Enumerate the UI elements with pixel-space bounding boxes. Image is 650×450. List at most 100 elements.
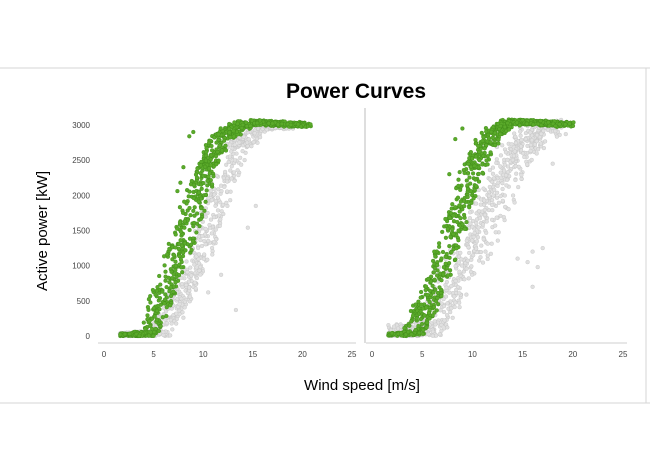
left-green-point — [194, 175, 200, 180]
left-y-tick-label: 500 — [77, 297, 91, 306]
right-grey-point — [518, 144, 524, 149]
right-grey-point — [468, 210, 473, 215]
right-x-tick-label: 0 — [370, 350, 375, 359]
right-green-point — [493, 143, 498, 148]
left-grey-point — [245, 225, 250, 230]
left-green-point — [152, 314, 157, 319]
right-green-point — [441, 265, 446, 270]
left-grey-point — [222, 184, 227, 189]
left-green-point — [162, 254, 167, 259]
right-green-point — [471, 196, 476, 201]
left-green-point — [244, 124, 249, 129]
right-grey-point — [445, 325, 450, 330]
right-grey-point — [484, 219, 489, 224]
left-green-point — [180, 270, 185, 275]
left-grey-point — [252, 131, 257, 136]
right-grey-point — [510, 193, 516, 198]
right-grey-point — [464, 292, 469, 297]
right-grey-point — [478, 250, 484, 255]
right-grey-point — [539, 131, 544, 136]
left-grey-point — [174, 321, 179, 326]
right-grey-point — [486, 193, 492, 198]
right-green-point — [465, 183, 470, 188]
left-green-point — [187, 134, 192, 139]
left-green-point — [227, 130, 232, 135]
left-grey-point — [236, 173, 241, 178]
right-green-point — [484, 158, 489, 163]
left-green-point — [157, 296, 163, 301]
right-green-point — [488, 150, 493, 155]
right-green-point — [454, 246, 459, 251]
right-grey-point — [445, 301, 450, 306]
right-green-point — [389, 331, 394, 336]
left-green-point — [219, 148, 225, 153]
right-green-point — [414, 316, 419, 321]
left-green-point — [157, 273, 162, 279]
left-green-point — [182, 225, 187, 230]
left-green-point — [308, 122, 313, 127]
left-grey-point — [205, 257, 210, 262]
right-grey-point — [470, 238, 475, 243]
left-green-point — [198, 196, 204, 201]
right-green-point — [490, 135, 495, 140]
right-green-point — [481, 135, 486, 140]
right-grey-point — [514, 171, 519, 176]
right-green-point — [546, 120, 551, 125]
right-grey-point — [494, 215, 499, 220]
left-green-point — [153, 292, 158, 297]
right-green-point — [567, 121, 572, 126]
right-grey-point — [492, 187, 497, 192]
right-green-point — [469, 200, 474, 205]
left-green-point — [209, 153, 214, 158]
right-green-point — [432, 249, 437, 254]
left-grey-point — [199, 243, 204, 249]
right-grey-point — [456, 260, 461, 265]
x-axis-title: Wind speed [m/s] — [304, 377, 420, 394]
left-grey-point — [232, 142, 237, 147]
left-grey-point — [213, 227, 218, 232]
left-grey-point — [194, 276, 199, 281]
left-green-point — [178, 229, 183, 234]
y-axis-title: Active power [kW] — [34, 171, 51, 291]
right-grey-point — [426, 332, 431, 337]
left-grey-point — [245, 143, 250, 149]
right-green-point — [468, 150, 473, 155]
left-green-point — [207, 171, 212, 176]
right-grey-point — [490, 217, 495, 222]
right-grey-point — [485, 253, 490, 258]
right-green-point — [406, 329, 411, 335]
left-green-point — [199, 186, 204, 191]
left-green-point — [195, 211, 200, 216]
left-grey-point — [232, 158, 237, 163]
left-green-point — [227, 121, 232, 127]
left-green-point — [143, 326, 148, 331]
right-green-point — [462, 226, 467, 231]
right-grey-point — [541, 128, 546, 133]
right-grey-point — [516, 185, 521, 190]
left-green-point — [203, 164, 208, 169]
right-green-point — [505, 120, 510, 126]
right-grey-point — [457, 305, 462, 310]
right-green-point — [443, 216, 448, 222]
left-grey-point — [180, 281, 185, 287]
right-green-point — [436, 302, 441, 307]
left-green-point — [187, 227, 192, 233]
right-grey-point — [476, 187, 481, 193]
left-grey-point — [196, 245, 201, 251]
left-green-point — [171, 284, 176, 289]
right-green-point — [418, 295, 423, 300]
right-grey-point — [485, 241, 490, 246]
right-grey-point — [467, 250, 472, 255]
right-grey-point — [518, 129, 523, 134]
left-green-point — [203, 199, 208, 204]
right-green-point — [448, 211, 454, 216]
left-green-point — [208, 157, 213, 162]
right-grey-point — [501, 215, 506, 220]
right-grey-point — [493, 223, 498, 228]
left-green-point — [204, 188, 209, 193]
left-green-point — [152, 306, 157, 311]
right-grey-point — [487, 177, 492, 182]
left-green-point — [177, 241, 182, 247]
right-grey-point — [500, 181, 505, 186]
right-green-series — [386, 117, 576, 339]
